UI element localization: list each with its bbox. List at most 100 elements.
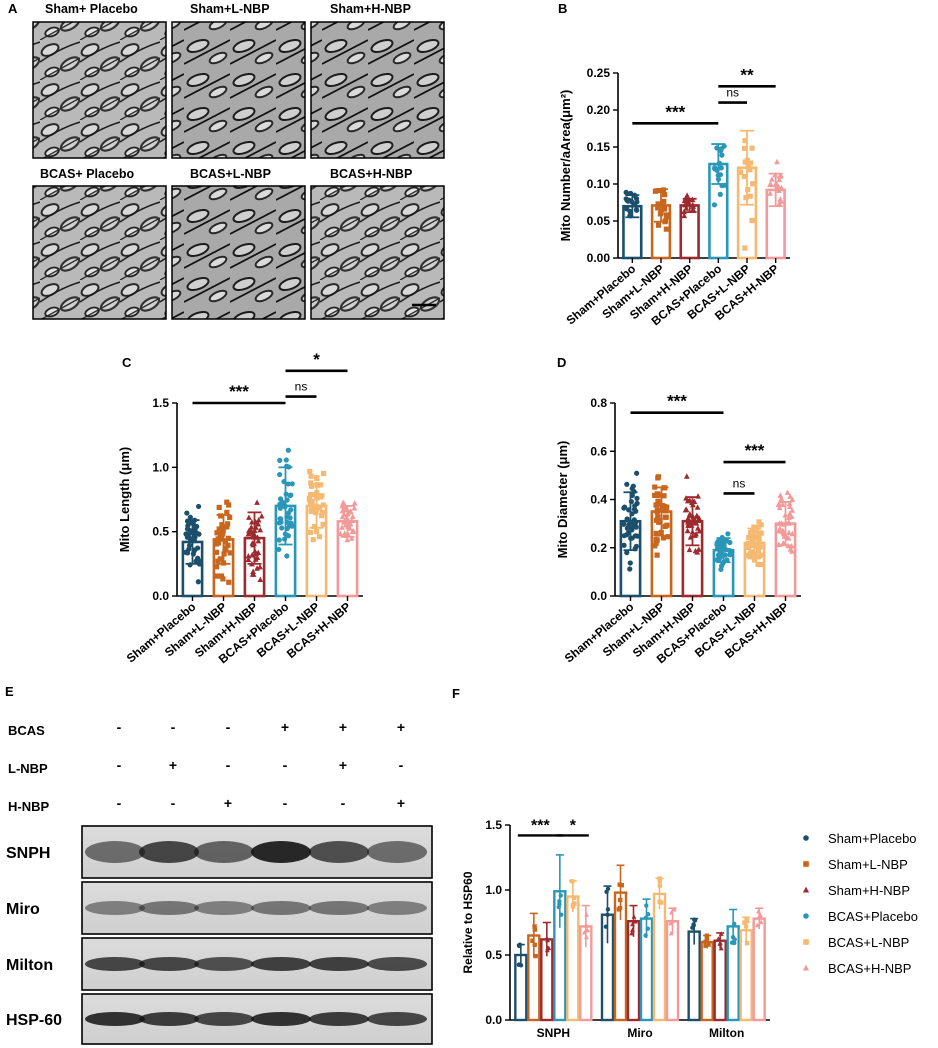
treatment-sign: - [117,757,122,773]
data-point [319,509,325,516]
data-point [572,895,577,900]
significance-label: ** [740,65,754,84]
data-point [659,507,666,513]
legend-marker-bcas-h-nbp [802,964,810,971]
y-tick-label: 0.10 [587,177,611,191]
data-point [741,173,747,180]
data-point [737,169,744,176]
data-point [285,510,292,516]
y-tick-label: 0.20 [587,103,611,117]
bar-miro-bcas-l-nbp [652,892,667,1022]
data-point [753,535,759,541]
data-point [281,536,288,542]
data-point [276,537,282,543]
legend-label-sham-placebo: Sham+Placebo [828,831,917,846]
data-point [532,942,537,948]
data-point [341,506,348,513]
data-point [279,499,286,505]
data-point [350,528,356,534]
data-point [756,519,762,525]
data-point [776,528,782,534]
data-point [223,545,229,551]
data-point [751,524,757,530]
treatment-sign: - [226,719,231,735]
em-image-bcas-h-nbp [310,185,445,320]
legend-label-bcas-l-nbp: BCAS+L-NBP [828,935,909,950]
data-point [756,538,762,544]
data-point [746,534,752,541]
data-point [684,497,691,504]
data-point [633,195,640,202]
data-point [683,473,690,479]
data-point [751,557,758,563]
data-point [653,502,659,508]
treatment-sign: + [224,795,232,811]
data-point [624,206,630,212]
data-point [634,495,640,501]
data-point [257,526,264,533]
data-point [217,556,223,562]
data-point [662,523,668,530]
data-point [776,504,783,511]
data-point [655,201,661,207]
blot-band [139,1012,199,1026]
data-point [776,501,783,507]
data-point [757,561,763,568]
significance-label: *** [229,382,249,401]
panel-letter-c: C [122,355,132,370]
treatment-sign: + [281,719,289,735]
bar-milton-sham-placebo [687,930,701,1022]
em-image-sham-placebo [32,21,167,159]
blot-band [251,957,311,971]
data-point [213,549,220,555]
data-point [254,565,260,571]
data-point [621,533,627,539]
data-point [656,501,663,507]
data-point [250,571,257,577]
significance-label: ns [295,380,308,394]
data-point [690,206,696,212]
data-point [287,492,293,499]
legend-label-sham-h-nbp: Sham+H-NBP [828,883,910,898]
data-point [778,184,785,191]
data-point [186,542,193,549]
y-axis-label: Relative to HSP60 [461,871,475,973]
data-point [749,145,755,151]
data-point [745,162,751,169]
data-point [184,510,190,516]
blot-band [139,901,199,915]
data-point [786,529,792,536]
data-point [195,555,201,561]
data-point [624,516,630,522]
data-point [789,530,796,537]
data-point [218,513,224,519]
data-point [775,183,782,189]
panel-letter-d: D [557,355,566,370]
data-point [684,192,690,198]
data-point [224,509,230,515]
data-point [681,197,688,204]
data-point [623,189,629,195]
y-tick-label: 0.00 [587,251,611,265]
data-point [690,203,697,209]
y-tick-label: 0.0 [152,589,169,603]
treatment-sign: + [169,757,177,773]
data-point [652,543,658,549]
data-point [696,528,703,534]
y-axis-label: Mito Diameter (μm) [555,441,570,559]
data-point [717,541,724,547]
data-point [717,191,723,197]
data-point [218,573,225,579]
data-point [663,226,669,232]
blot-band [85,841,145,863]
data-point [255,521,262,527]
data-point [712,165,718,171]
data-point [248,524,255,530]
data-point [654,491,660,497]
row-label-h-nbp: H-NBP [8,799,49,814]
y-tick-label: 0.2 [590,541,607,555]
treatment-sign: - [283,757,288,773]
data-point [681,212,688,219]
y-tick-label: 0.0 [590,589,607,603]
